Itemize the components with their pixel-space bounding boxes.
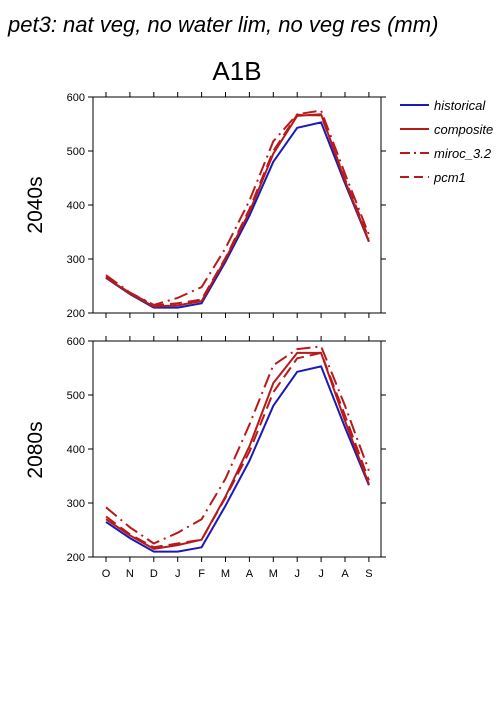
- panel-2080s: 2080s 200 300 400 500 600: [24, 336, 386, 564]
- legend: historical composite miroc_3.2 pcm1: [400, 98, 493, 185]
- y-tick-label-2040s-400: 400: [67, 200, 85, 212]
- plot-frame-2080s: [92, 340, 382, 558]
- y-tick-label-2080s-400: 400: [67, 444, 85, 456]
- row-label-2080s: 2080s: [24, 421, 47, 478]
- x-tick-label-4: F: [198, 568, 205, 580]
- legend-label-miroc-3-2: miroc_3.2: [434, 146, 492, 161]
- y-tick-label-2080s-600: 600: [67, 336, 85, 348]
- series-line-pcm1-2080s: [105, 351, 370, 549]
- x-tick-label-8: J: [294, 568, 300, 580]
- x-tick-label-10: A: [341, 568, 349, 580]
- x-tick-label-6: A: [246, 568, 254, 580]
- y-tick-label-2080s-500: 500: [67, 390, 85, 402]
- series-line-historical-2080s: [105, 365, 370, 553]
- panel-2040s-plot: 200 300 400 500 600: [67, 92, 386, 320]
- panel-2040s: 2040s 200 300 400 500 600: [24, 92, 386, 320]
- legend-label-composite: composite: [434, 122, 493, 137]
- y-tick-label-2040s-500: 500: [67, 146, 85, 158]
- x-tick-label-2: D: [150, 568, 158, 580]
- x-tick-label-11: S: [365, 568, 372, 580]
- x-tick-label-1: N: [126, 568, 134, 580]
- y-tick-label-2080s-200: 200: [67, 552, 85, 564]
- legend-label-historical: historical: [434, 98, 486, 113]
- series-line-miroc-3-2-2080s: [105, 345, 370, 545]
- y-tick-label-2080s-300: 300: [67, 498, 85, 510]
- series-line-historical-2040s: [105, 121, 370, 309]
- y-tick-label-2040s-200: 200: [67, 308, 85, 320]
- x-tick-label-5: M: [221, 568, 230, 580]
- x-tick-label-3: J: [175, 568, 181, 580]
- plot-frame-2040s: [92, 96, 382, 314]
- x-tick-label-7: M: [269, 568, 278, 580]
- x-tick-label-9: J: [318, 568, 324, 580]
- figure-title: pet3: nat veg, no water lim, no veg res …: [7, 12, 438, 37]
- series-line-pcm1-2040s: [105, 113, 370, 307]
- scenario-title: A1B: [212, 56, 261, 86]
- row-label-2040s: 2040s: [24, 176, 47, 233]
- y-tick-label-2040s-600: 600: [67, 92, 85, 104]
- legend-label-pcm1: pcm1: [433, 170, 466, 185]
- x-tick-label-0: O: [102, 568, 111, 580]
- y-tick-label-2040s-300: 300: [67, 254, 85, 266]
- panel-2080s-plot: 200 300 400 500 600: [67, 336, 386, 564]
- series-line-miroc-3-2-2040s: [105, 109, 370, 306]
